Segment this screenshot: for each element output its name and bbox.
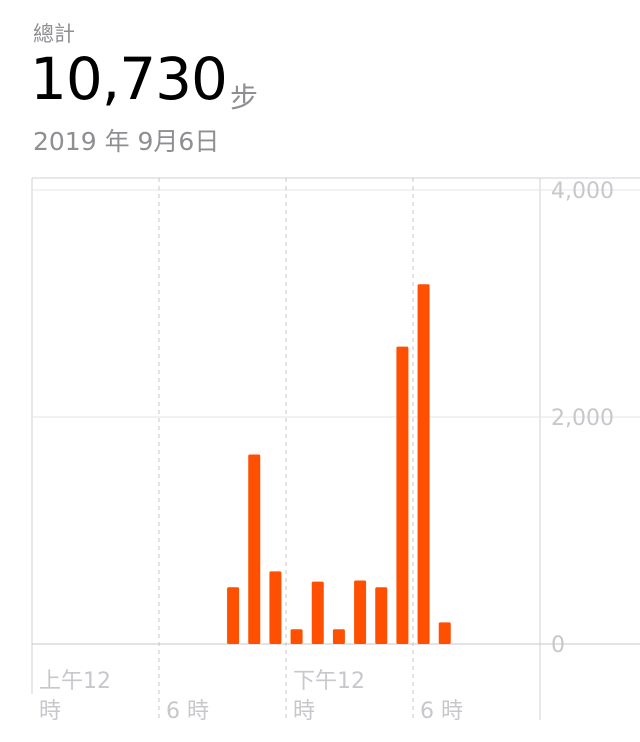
bar-hour-18 bbox=[417, 284, 430, 644]
bar-hour-12 bbox=[290, 629, 303, 644]
bar-hour-16 bbox=[375, 587, 388, 644]
bar-hour-14 bbox=[332, 629, 345, 644]
x-tick-label: 6 時 bbox=[166, 699, 209, 724]
bar-hour-19 bbox=[438, 622, 451, 644]
date-label: 2019 年 9月6日 bbox=[33, 127, 220, 156]
bar-hour-9 bbox=[227, 587, 240, 644]
x-tick-label: 上午12 bbox=[39, 669, 111, 694]
y-tick-label: 0 bbox=[551, 633, 565, 658]
x-tick-label: 時 bbox=[293, 699, 315, 724]
x-tick-label: 下午12 bbox=[293, 669, 365, 694]
step-count: 10,730 bbox=[30, 45, 228, 113]
bar-hour-10 bbox=[248, 454, 261, 644]
bar-hour-13 bbox=[311, 581, 324, 644]
y-tick-label: 4,000 bbox=[551, 179, 614, 204]
x-tick-label: 時 bbox=[39, 699, 61, 724]
step-unit: 步 bbox=[230, 81, 259, 114]
x-tick-label: 6 時 bbox=[420, 699, 463, 724]
total-label: 總計 bbox=[33, 22, 75, 46]
bar-hour-15 bbox=[354, 580, 367, 644]
y-tick-label: 2,000 bbox=[551, 406, 614, 431]
bar-hour-11 bbox=[269, 571, 282, 644]
bar-hour-17 bbox=[396, 346, 409, 644]
